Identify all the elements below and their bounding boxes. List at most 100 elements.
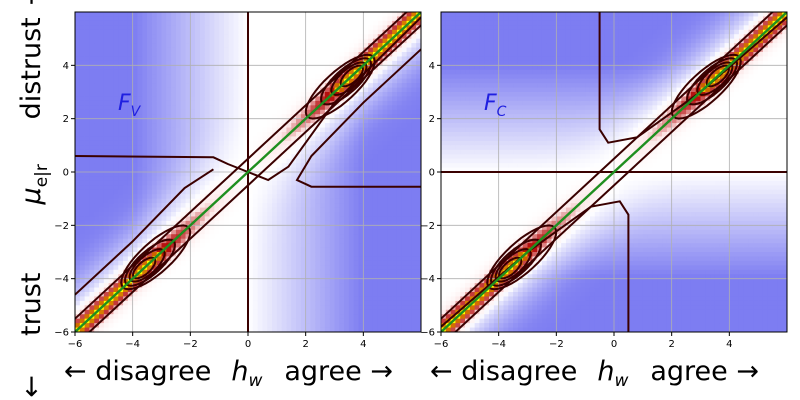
- field-cell: [329, 149, 336, 155]
- field-cell: [238, 318, 244, 324]
- field-cell: [310, 327, 316, 332]
- field-cell: [137, 127, 143, 133]
- field-cell: [79, 69, 86, 75]
- field-cell: [344, 256, 350, 262]
- field-cell: [94, 180, 100, 186]
- field-cell: [132, 158, 139, 164]
- field-cell: [84, 256, 91, 262]
- field-cell: [267, 118, 273, 124]
- field-cell: [132, 247, 139, 253]
- field-cell: [291, 96, 297, 102]
- field-cell: [166, 323, 172, 329]
- field-cell: [228, 158, 235, 164]
- field-cell: [214, 225, 220, 231]
- field-cell: [396, 296, 403, 302]
- field-cell: [358, 260, 364, 266]
- field-cell: [291, 207, 297, 213]
- field-cell: [147, 158, 153, 164]
- field-cell: [156, 140, 163, 146]
- field-cell: [195, 105, 201, 111]
- field-cell: [296, 145, 302, 151]
- field-cell: [185, 105, 191, 111]
- field-cell: [272, 247, 278, 253]
- field-cell: [161, 185, 167, 191]
- field-cell: [75, 247, 81, 253]
- field-cell: [257, 167, 264, 173]
- field-cell: [127, 109, 134, 115]
- field-cell: [286, 309, 292, 315]
- field-cell: [248, 163, 254, 169]
- field-cell: [223, 60, 230, 66]
- field-cell: [310, 65, 316, 71]
- field-cell: [161, 269, 167, 275]
- field-cell: [108, 74, 115, 80]
- field-cell: [252, 132, 259, 138]
- field-cell: [377, 309, 384, 315]
- field-cell: [79, 87, 86, 93]
- field-cell: [396, 154, 403, 160]
- field-cell: [315, 212, 321, 218]
- field-cell: [387, 158, 393, 164]
- field-cell: [238, 78, 244, 84]
- field-cell: [219, 300, 225, 306]
- field-cell: [238, 87, 244, 93]
- field-cell: [368, 229, 374, 235]
- field-cell: [382, 172, 388, 178]
- field-cell: [387, 194, 393, 200]
- field-cell: [99, 269, 105, 275]
- field-cell: [291, 69, 297, 75]
- field-cell: [310, 323, 316, 329]
- field-cell: [89, 78, 95, 84]
- field-cell: [209, 127, 215, 133]
- field-cell: [113, 65, 119, 71]
- field-cell: [228, 225, 235, 231]
- field-cell: [248, 96, 254, 102]
- field-cell: [358, 172, 364, 178]
- field-cell: [233, 145, 239, 151]
- field-cell: [372, 292, 379, 298]
- field-cell: [248, 16, 254, 22]
- field-cell: [175, 29, 182, 35]
- field-cell: [118, 78, 124, 84]
- field-cell: [348, 238, 355, 244]
- field-cell: [329, 318, 336, 324]
- field-cell: [363, 114, 369, 120]
- field-cell: [123, 167, 129, 173]
- field-cell: [89, 256, 95, 262]
- field-cell: [272, 118, 278, 124]
- field-cell: [243, 43, 249, 49]
- field-cell: [267, 167, 273, 173]
- field-cell: [156, 69, 163, 75]
- field-cell: [392, 78, 398, 84]
- field-cell: [156, 309, 163, 315]
- field-cell: [344, 283, 350, 289]
- field-cell: [214, 243, 220, 249]
- field-cell: [272, 60, 278, 66]
- field-cell: [147, 207, 153, 213]
- field-cell: [132, 163, 139, 169]
- field-cell: [300, 323, 307, 329]
- field-cell: [113, 256, 119, 262]
- field-cell: [108, 252, 115, 258]
- field-cell: [377, 323, 384, 329]
- field-cell: [344, 296, 350, 302]
- field-cell: [175, 256, 182, 262]
- field-cell: [320, 172, 326, 178]
- field-cell: [358, 238, 364, 244]
- field-cell: [89, 65, 95, 71]
- field-cell: [252, 154, 259, 160]
- field-cell: [108, 225, 115, 231]
- field-cell: [94, 243, 100, 249]
- field-cell: [233, 65, 239, 71]
- field-cell: [243, 305, 249, 311]
- field-cell: [99, 100, 105, 106]
- field-cell: [142, 52, 148, 58]
- field-cell: [291, 65, 297, 71]
- field-cell: [300, 327, 307, 332]
- field-cell: [358, 158, 364, 164]
- field-cell: [368, 318, 374, 324]
- field-cell: [223, 278, 230, 284]
- field-cell: [223, 220, 230, 226]
- field-cell: [368, 234, 374, 240]
- field-cell: [262, 100, 268, 106]
